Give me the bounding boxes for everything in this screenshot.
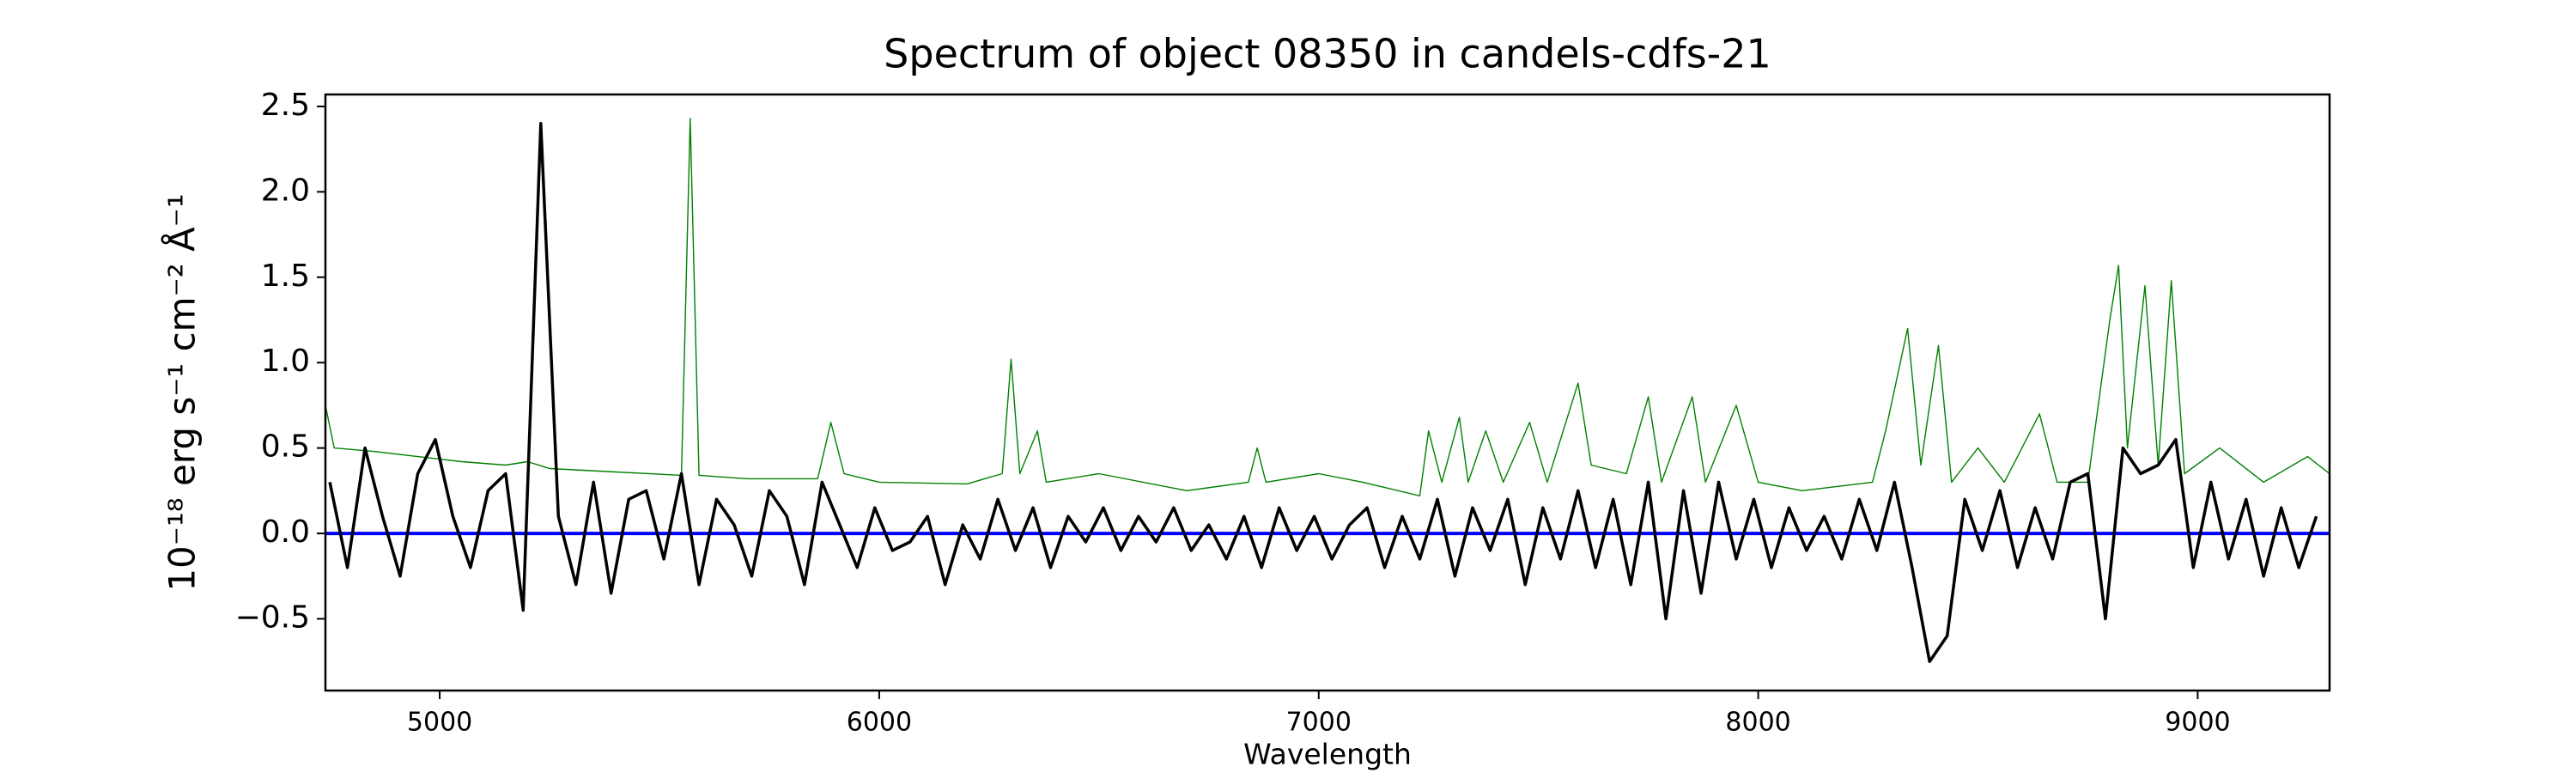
y-tick-label: −0.5	[235, 600, 310, 635]
x-tick-label: 7000	[1286, 708, 1352, 738]
plot-area	[325, 118, 2330, 663]
spectrum-line	[328, 122, 2318, 663]
y-tick-label: 1.0	[261, 344, 310, 379]
x-tick-label: 5000	[407, 708, 472, 738]
x-tick-label: 9000	[2165, 708, 2230, 738]
y-axis-label: 10⁻¹⁸ erg s⁻¹ cm⁻² Å⁻¹	[161, 193, 204, 591]
spectrum-line	[325, 118, 2330, 496]
x-axis-label: Wavelength	[1243, 738, 1412, 771]
y-tick-label: 2.5	[261, 88, 310, 123]
y-tick-label: 1.5	[261, 259, 310, 294]
y-tick-label: 2.0	[261, 173, 310, 208]
chart-title: Spectrum of object 08350 in candels-cdfs…	[884, 31, 1771, 77]
y-tick-label: 0.0	[261, 514, 310, 550]
x-tick-label: 6000	[847, 708, 912, 738]
x-tick-label: 8000	[1725, 708, 1790, 738]
y-tick-label: 0.5	[261, 429, 310, 465]
plot-frame	[324, 93, 2331, 692]
